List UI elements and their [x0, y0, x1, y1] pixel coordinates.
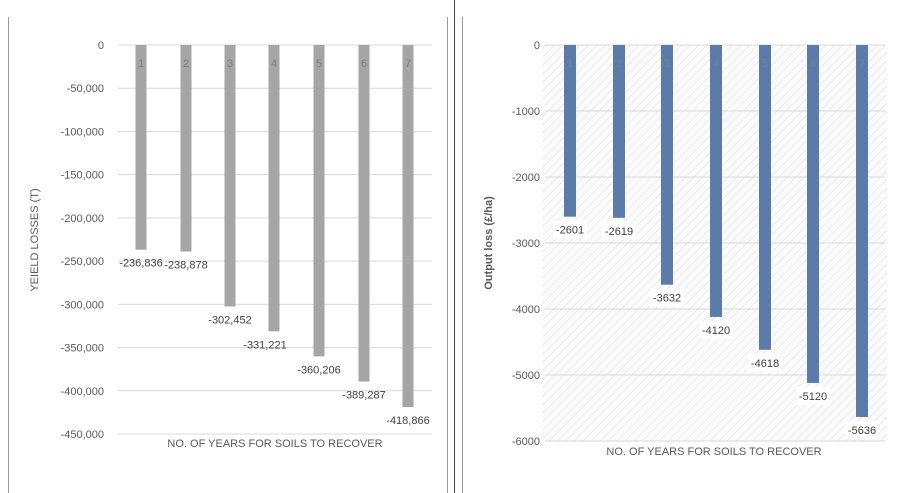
y-tick-label: -100,000	[61, 126, 104, 138]
x-axis-title: NO. OF YEARS FOR SOILS TO RECOVER	[167, 438, 382, 450]
output-loss-panel: 0 -1000 -2000 -3000 -4000 -5000 -6000 1 -2601 2 -2…	[455, 0, 897, 493]
category-label: 5	[316, 58, 322, 70]
data-label-background	[699, 320, 733, 339]
bar	[856, 45, 868, 417]
y-tick-label: -2000	[512, 172, 540, 184]
data-label-background	[650, 288, 684, 307]
y-tick-label: -250,000	[61, 256, 104, 268]
y-tick-label: 0	[534, 40, 540, 52]
y-tick-label: -3000	[512, 238, 540, 250]
y-tick-label: -400,000	[61, 386, 104, 398]
y-axis-title: YEIELD LOSSES (T)	[29, 188, 41, 291]
category-label: 3	[227, 58, 233, 70]
data-label: -5636	[848, 425, 876, 437]
bar	[135, 45, 147, 250]
category-label: 2	[616, 58, 622, 70]
bar	[268, 45, 280, 332]
bar	[564, 45, 576, 217]
data-label: -236,836	[119, 258, 162, 270]
bar	[180, 45, 192, 252]
data-label: -2619	[605, 226, 633, 238]
data-label-background	[748, 353, 782, 372]
y-tick-label: -4000	[512, 304, 540, 316]
category-label: 7	[405, 58, 411, 70]
category-label: 2	[183, 58, 189, 70]
data-label: -3632	[653, 293, 681, 305]
yield-losses-chart: 0 -50,000 -100,000 -150,000 -200,000 -250,000…	[29, 40, 432, 450]
y-tick-label: -150,000	[61, 170, 104, 182]
category-label: 4	[271, 58, 277, 70]
bar	[807, 45, 819, 383]
bar	[710, 45, 722, 317]
x-axis-title: NO. OF YEARS FOR SOILS TO RECOVER	[606, 446, 821, 458]
bar	[358, 45, 370, 382]
category-label: 3	[664, 58, 670, 70]
category-label: 6	[361, 58, 367, 70]
data-label-background	[796, 386, 830, 405]
panel-frame-right	[447, 17, 448, 493]
data-label: -4120	[702, 325, 730, 337]
y-tick-label: -50,000	[67, 83, 104, 95]
bar	[613, 45, 625, 218]
y-tick-label: -200,000	[61, 213, 104, 225]
data-label-background	[602, 221, 636, 240]
bar	[402, 45, 414, 408]
y-axis-title: Output loss (£/ha)	[483, 196, 495, 290]
panel-frame-left	[462, 17, 463, 493]
panel-frame-left	[8, 17, 9, 493]
category-label: 1	[138, 58, 144, 70]
bar	[759, 45, 771, 350]
category-label: 4	[713, 58, 719, 70]
data-label: -360,206	[297, 364, 340, 376]
data-label: -331,221	[243, 339, 286, 351]
y-tick-label: -1000	[512, 106, 540, 118]
y-tick-label: -6000	[512, 436, 540, 448]
y-tick-label: -450,000	[61, 429, 104, 441]
data-label: -238,878	[164, 259, 207, 271]
category-label: 1	[567, 58, 573, 70]
category-label: 5	[762, 58, 768, 70]
y-tick-label: -300,000	[61, 299, 104, 311]
output-loss-chart: 0 -1000 -2000 -3000 -4000 -5000 -6000 1 -2601 2 -2…	[483, 40, 887, 458]
data-label: -4618	[751, 358, 779, 370]
data-label: -302,452	[208, 314, 251, 326]
y-tick-label: -350,000	[61, 343, 104, 355]
bar	[224, 45, 236, 307]
data-label-background	[845, 420, 879, 439]
data-label: -418,866	[386, 415, 429, 427]
category-label: 7	[859, 58, 865, 70]
category-label: 6	[810, 58, 816, 70]
data-label: -5120	[799, 391, 827, 403]
data-label-background	[553, 220, 587, 239]
bar	[661, 45, 673, 285]
yield-losses-panel: 0 -50,000 -100,000 -150,000 -200,000 -250,000…	[8, 0, 455, 493]
data-label: -2601	[556, 225, 584, 237]
data-label: -389,287	[342, 390, 385, 402]
y-tick-label: -5000	[512, 370, 540, 382]
bar	[313, 45, 325, 357]
y-tick-label: 0	[98, 40, 104, 52]
